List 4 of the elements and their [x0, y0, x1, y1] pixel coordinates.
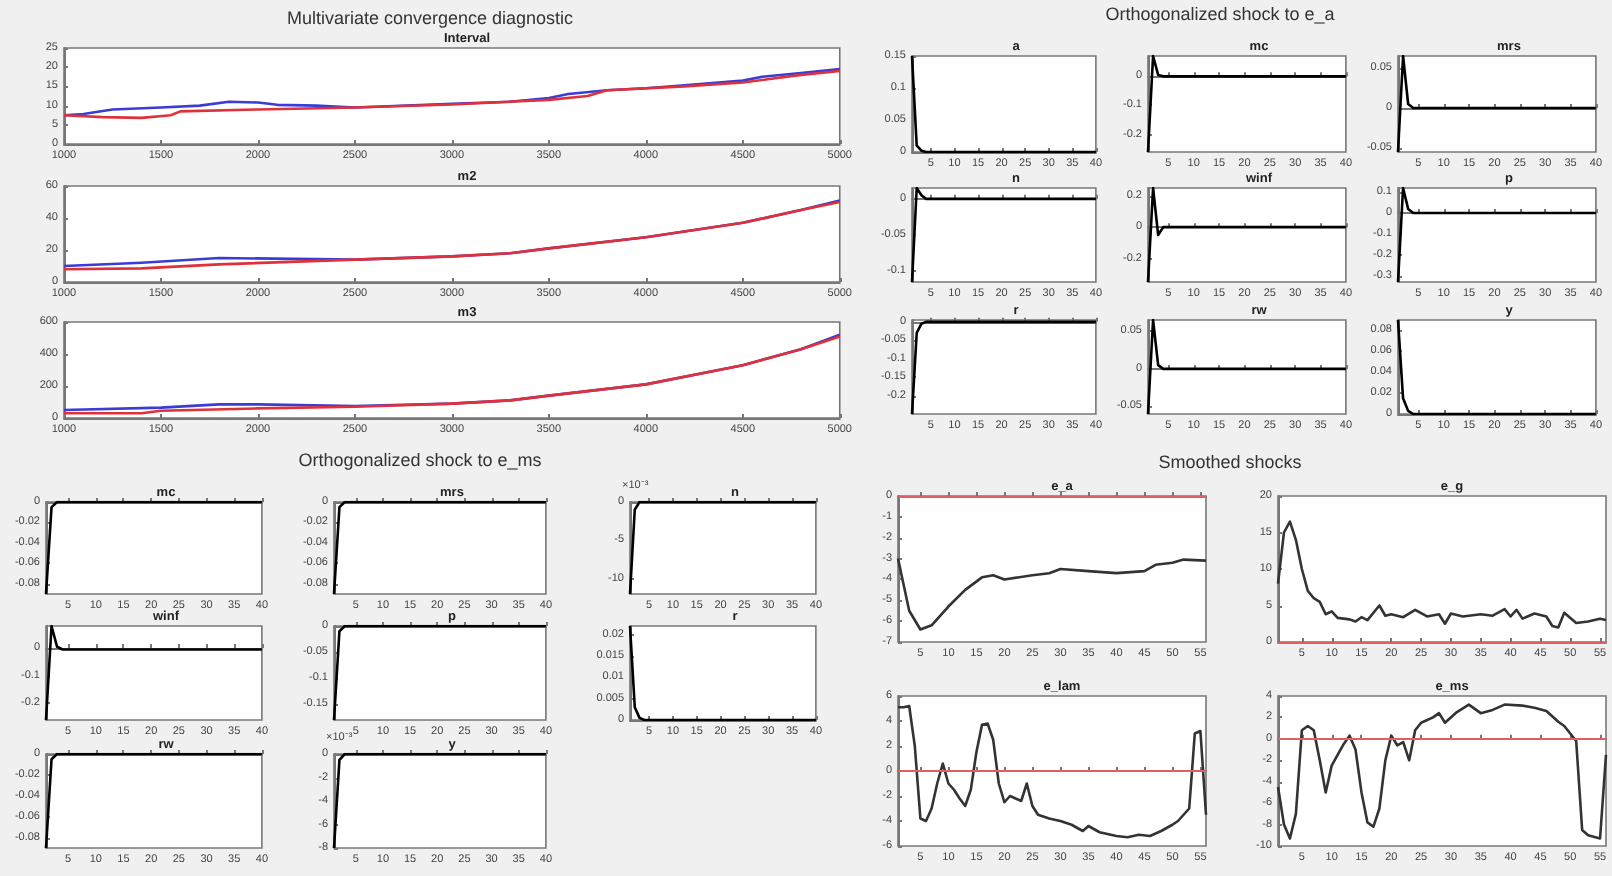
- text: Multivariate convergence diagnostic: [284, 8, 576, 28]
- text: Smoothed shocks: [1156, 452, 1304, 472]
- text: Orthogonalized shock to e_a: [1103, 4, 1337, 24]
- text: Orthogonalized shock to e_ms: [296, 450, 544, 470]
